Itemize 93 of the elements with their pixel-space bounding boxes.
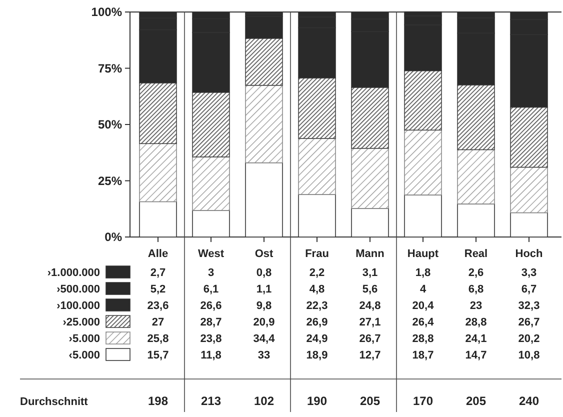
data-label: 27,1 bbox=[359, 316, 381, 328]
data-label: 26,6 bbox=[200, 300, 222, 312]
y-tick-label: 75% bbox=[98, 61, 122, 76]
bar bbox=[139, 143, 177, 202]
data-label: 18,9 bbox=[306, 349, 328, 362]
text: 213 bbox=[200, 394, 222, 408]
x-tick-label: Ost bbox=[254, 248, 274, 260]
data-label: 6,8 bbox=[468, 283, 484, 296]
data-label: 12,7 bbox=[359, 349, 381, 362]
data-label: 20,9 bbox=[253, 316, 275, 328]
text: 190 bbox=[306, 394, 328, 408]
data-label: 2,2 bbox=[309, 266, 325, 279]
data-label: 23 bbox=[470, 300, 482, 312]
data-label: 24,9 bbox=[306, 332, 328, 345]
legend-label: ›5.000 bbox=[68, 332, 100, 345]
data-label: 23,8 bbox=[200, 332, 222, 345]
bar bbox=[245, 84, 283, 164]
data-label: 26,7 bbox=[359, 332, 381, 345]
bar bbox=[457, 84, 495, 150]
data-label: 3,1 bbox=[362, 266, 378, 279]
x-tick-label: Frau bbox=[305, 248, 329, 260]
data-label: 0,8 bbox=[256, 266, 272, 279]
text: 170 bbox=[412, 394, 434, 408]
x-tick-label: Real bbox=[464, 248, 488, 260]
data-label: 2,7 bbox=[150, 266, 166, 279]
data-label: 9,8 bbox=[256, 300, 272, 312]
text: Durchschnitt bbox=[20, 396, 88, 408]
bar bbox=[298, 78, 336, 139]
data-label: 5,2 bbox=[150, 283, 166, 296]
data-label: 24,8 bbox=[359, 300, 381, 312]
legend-label: ›100.000 bbox=[56, 300, 100, 312]
text: 205 bbox=[466, 394, 486, 408]
legend-label: ‹5.000 bbox=[68, 349, 100, 362]
text: 198 bbox=[148, 394, 168, 408]
data-label: 26,4 bbox=[412, 316, 435, 328]
data-label: 20,2 bbox=[518, 332, 540, 345]
bar bbox=[298, 138, 336, 195]
data-label: 6,1 bbox=[203, 283, 219, 296]
legend-label: ›500.000 bbox=[56, 283, 100, 296]
y-tick-label: 100% bbox=[91, 5, 122, 20]
y-tick-label: 50% bbox=[98, 118, 122, 132]
bar bbox=[510, 166, 548, 214]
bar bbox=[457, 149, 495, 204]
data-label: 1,1 bbox=[256, 283, 272, 296]
data-label: 33 bbox=[258, 349, 270, 362]
x-tick-label: Hoch bbox=[515, 248, 544, 260]
bar bbox=[192, 92, 230, 158]
data-label: 20,4 bbox=[412, 300, 435, 312]
data-label: 11,8 bbox=[200, 349, 222, 362]
text: 240 bbox=[518, 394, 540, 408]
text: 205 bbox=[360, 394, 380, 408]
bar bbox=[404, 70, 442, 131]
data-label: 22,3 bbox=[306, 300, 328, 312]
bar bbox=[510, 106, 548, 168]
data-label: 3 bbox=[208, 266, 214, 279]
bar bbox=[245, 16, 283, 39]
bar bbox=[351, 86, 389, 149]
bar bbox=[139, 82, 177, 144]
legend-label: ›25.000 bbox=[62, 316, 100, 328]
data-label: 28,8 bbox=[412, 332, 434, 345]
legend-label: ›1.000.000 bbox=[47, 266, 100, 279]
bar bbox=[192, 156, 230, 211]
data-label: 18,7 bbox=[412, 349, 434, 362]
data-label: 1,8 bbox=[415, 266, 431, 279]
bar bbox=[351, 148, 389, 209]
y-tick-label: 25% bbox=[98, 174, 122, 188]
data-label: 24,1 bbox=[465, 332, 487, 345]
y-tick-label: 0% bbox=[104, 230, 122, 244]
data-label: 27 bbox=[152, 316, 164, 328]
x-tick-label: Mann bbox=[356, 248, 385, 260]
data-label: 34,4 bbox=[253, 332, 276, 345]
data-label: 3,3 bbox=[521, 266, 537, 279]
data-label: 2,6 bbox=[468, 266, 484, 279]
data-label: 14,7 bbox=[465, 349, 487, 362]
bar bbox=[245, 38, 283, 86]
data-label: 4,8 bbox=[309, 283, 325, 296]
data-label: 28,7 bbox=[200, 316, 222, 328]
x-tick-label: Haupt bbox=[407, 248, 439, 260]
data-label: 26,9 bbox=[306, 316, 328, 328]
data-label: 5,6 bbox=[362, 283, 378, 296]
data-label: 25,8 bbox=[147, 332, 169, 345]
data-label: 28,8 bbox=[465, 316, 487, 328]
x-tick-label: West bbox=[198, 248, 224, 260]
data-label: 4 bbox=[420, 283, 427, 296]
data-label: 32,3 bbox=[518, 300, 540, 312]
data-label: 15,7 bbox=[147, 349, 169, 362]
data-label: 23,6 bbox=[147, 300, 169, 312]
x-tick-label: Alle bbox=[148, 248, 168, 260]
data-label: 26,7 bbox=[518, 316, 540, 328]
data-label: 6,7 bbox=[521, 283, 537, 296]
bar bbox=[404, 130, 442, 196]
text: 102 bbox=[254, 394, 274, 408]
data-label: 10,8 bbox=[518, 349, 540, 362]
